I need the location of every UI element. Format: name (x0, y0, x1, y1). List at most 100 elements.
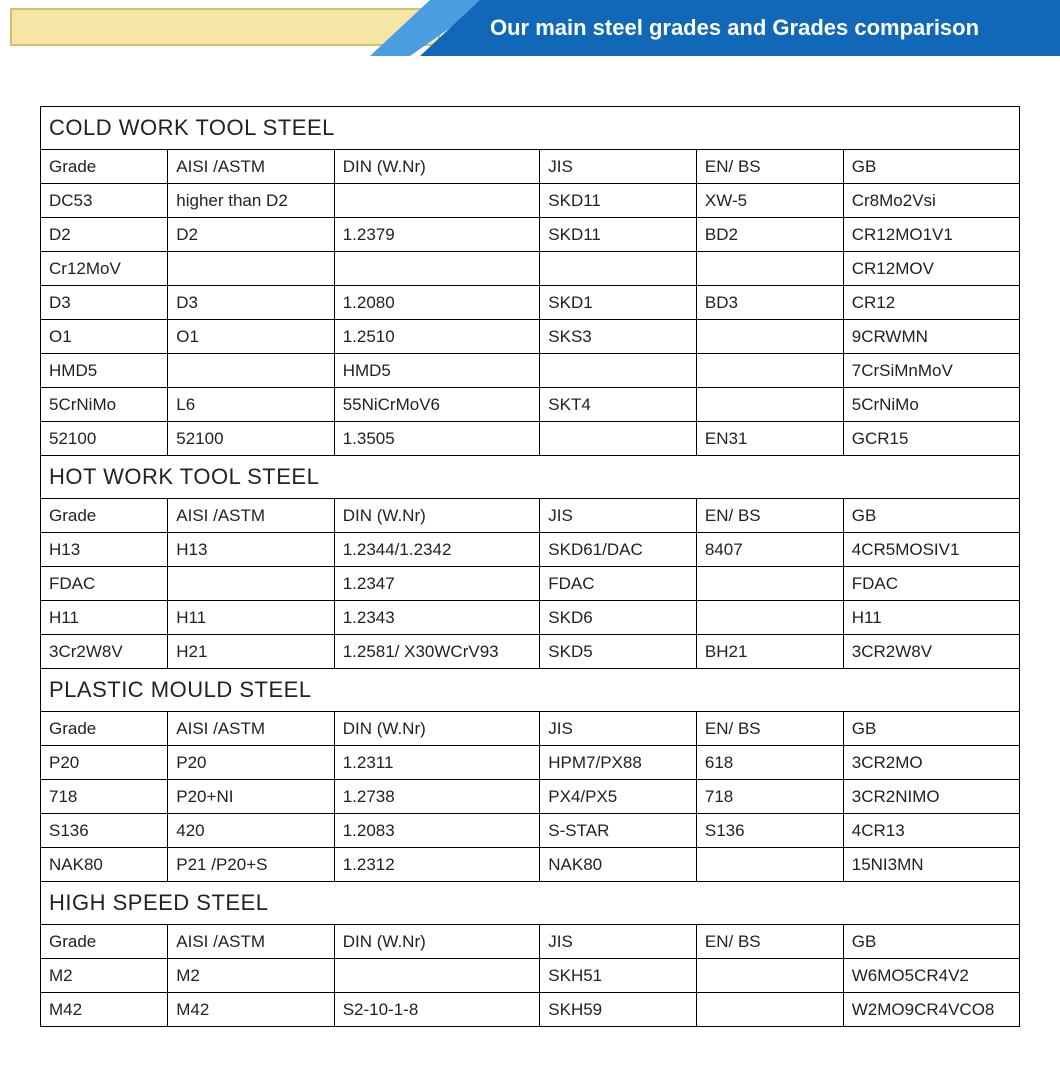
table-row: M2M2SKH51W6MO5CR4V2 (41, 959, 1020, 993)
table-cell: H11 (843, 601, 1019, 635)
banner-title: Our main steel grades and Grades compari… (490, 15, 979, 41)
table-cell: S136 (696, 814, 843, 848)
table-cell: O1 (168, 320, 334, 354)
table-cell: Cr8Mo2Vsi (843, 184, 1019, 218)
table-cell: 5CrNiMo (41, 388, 168, 422)
steel-grades-table: COLD WORK TOOL STEELGradeAISI /ASTMDIN (… (40, 106, 1020, 1027)
table-cell: FDAC (41, 567, 168, 601)
table-cell: 1.3505 (334, 422, 540, 456)
table-row: Cr12MoVCR12MOV (41, 252, 1020, 286)
section-header: COLD WORK TOOL STEEL (41, 107, 1020, 150)
table-cell: O1 (41, 320, 168, 354)
table-cell: 52100 (168, 422, 334, 456)
table-cell: 1.2312 (334, 848, 540, 882)
table-row: S1364201.2083S-STARS1364CR13 (41, 814, 1020, 848)
table-cell: higher than D2 (168, 184, 334, 218)
table-cell: P21 /P20+S (168, 848, 334, 882)
table-cell: W2MO9CR4VCO8 (843, 993, 1019, 1027)
table-cell: 1.2510 (334, 320, 540, 354)
table-row: 718P20+NI1.2738PX4/PX57183CR2NIMO (41, 780, 1020, 814)
table-cell: SKT4 (540, 388, 697, 422)
column-header: EN/ BS (696, 499, 843, 533)
table-cell: 8407 (696, 533, 843, 567)
table-cell: HMD5 (334, 354, 540, 388)
column-header: GB (843, 925, 1019, 959)
table-cell: M2 (168, 959, 334, 993)
column-header: DIN (W.Nr) (334, 150, 540, 184)
table-cell: GCR15 (843, 422, 1019, 456)
column-header: AISI /ASTM (168, 499, 334, 533)
table-cell (168, 567, 334, 601)
table-cell: EN31 (696, 422, 843, 456)
table-cell: H11 (41, 601, 168, 635)
table-cell: 3CR2W8V (843, 635, 1019, 669)
table-row: HMD5HMD57CrSiMnMoV (41, 354, 1020, 388)
table-cell (696, 993, 843, 1027)
table-row: M42M42S2-10-1-8SKH59W2MO9CR4VCO8 (41, 993, 1020, 1027)
table-cell: BD2 (696, 218, 843, 252)
table-container: COLD WORK TOOL STEELGradeAISI /ASTMDIN (… (0, 56, 1060, 1047)
column-header: DIN (W.Nr) (334, 925, 540, 959)
section-header: HIGH SPEED STEEL (41, 882, 1020, 925)
table-cell: CR12 (843, 286, 1019, 320)
table-cell: H13 (168, 533, 334, 567)
table-cell: D2 (41, 218, 168, 252)
table-cell: S-STAR (540, 814, 697, 848)
table-cell: 15NI3MN (843, 848, 1019, 882)
column-header: EN/ BS (696, 150, 843, 184)
table-cell: FDAC (843, 567, 1019, 601)
table-cell: 1.2343 (334, 601, 540, 635)
table-cell (334, 184, 540, 218)
table-cell: NAK80 (41, 848, 168, 882)
table-cell (334, 959, 540, 993)
table-cell: 718 (41, 780, 168, 814)
table-cell: SKS3 (540, 320, 697, 354)
table-cell: D2 (168, 218, 334, 252)
column-header: GB (843, 150, 1019, 184)
table-cell: 5CrNiMo (843, 388, 1019, 422)
table-cell: SKD61/DAC (540, 533, 697, 567)
table-cell: 1.2080 (334, 286, 540, 320)
table-cell: CR12MO1V1 (843, 218, 1019, 252)
table-cell: XW-5 (696, 184, 843, 218)
table-row: DC53higher than D2SKD11XW-5Cr8Mo2Vsi (41, 184, 1020, 218)
table-row: NAK80P21 /P20+S1.2312NAK8015NI3MN (41, 848, 1020, 882)
table-cell: 1.2738 (334, 780, 540, 814)
table-cell: BD3 (696, 286, 843, 320)
table-cell: 718 (696, 780, 843, 814)
column-header: JIS (540, 499, 697, 533)
table-cell (540, 422, 697, 456)
column-header: EN/ BS (696, 925, 843, 959)
column-header: Grade (41, 925, 168, 959)
table-cell: H11 (168, 601, 334, 635)
table-row: FDAC1.2347FDACFDAC (41, 567, 1020, 601)
table-cell: 618 (696, 746, 843, 780)
column-header: JIS (540, 150, 697, 184)
table-cell (540, 354, 697, 388)
table-cell: CR12MOV (843, 252, 1019, 286)
table-cell: SKD6 (540, 601, 697, 635)
table-row: P20P201.2311HPM7/PX886183CR2MO (41, 746, 1020, 780)
table-row: 5CrNiMoL655NiCrMoV6SKT45CrNiMo (41, 388, 1020, 422)
table-cell: D3 (41, 286, 168, 320)
table-cell (696, 601, 843, 635)
banner-blue-block: Our main steel grades and Grades compari… (420, 0, 1060, 56)
banner-yellow-block (10, 8, 440, 46)
column-header: Grade (41, 150, 168, 184)
table-cell (696, 252, 843, 286)
table-cell: 4CR5MOSIV1 (843, 533, 1019, 567)
table-cell: 7CrSiMnMoV (843, 354, 1019, 388)
table-cell: 1.2379 (334, 218, 540, 252)
column-header: JIS (540, 925, 697, 959)
column-header: AISI /ASTM (168, 150, 334, 184)
table-cell: W6MO5CR4V2 (843, 959, 1019, 993)
table-cell: P20+NI (168, 780, 334, 814)
table-cell: 4CR13 (843, 814, 1019, 848)
table-cell: HPM7/PX88 (540, 746, 697, 780)
table-cell: 55NiCrMoV6 (334, 388, 540, 422)
table-cell (696, 388, 843, 422)
table-cell: SKD5 (540, 635, 697, 669)
table-row: H11H111.2343SKD6H11 (41, 601, 1020, 635)
table-cell: SKD11 (540, 218, 697, 252)
table-cell: 3CR2NIMO (843, 780, 1019, 814)
